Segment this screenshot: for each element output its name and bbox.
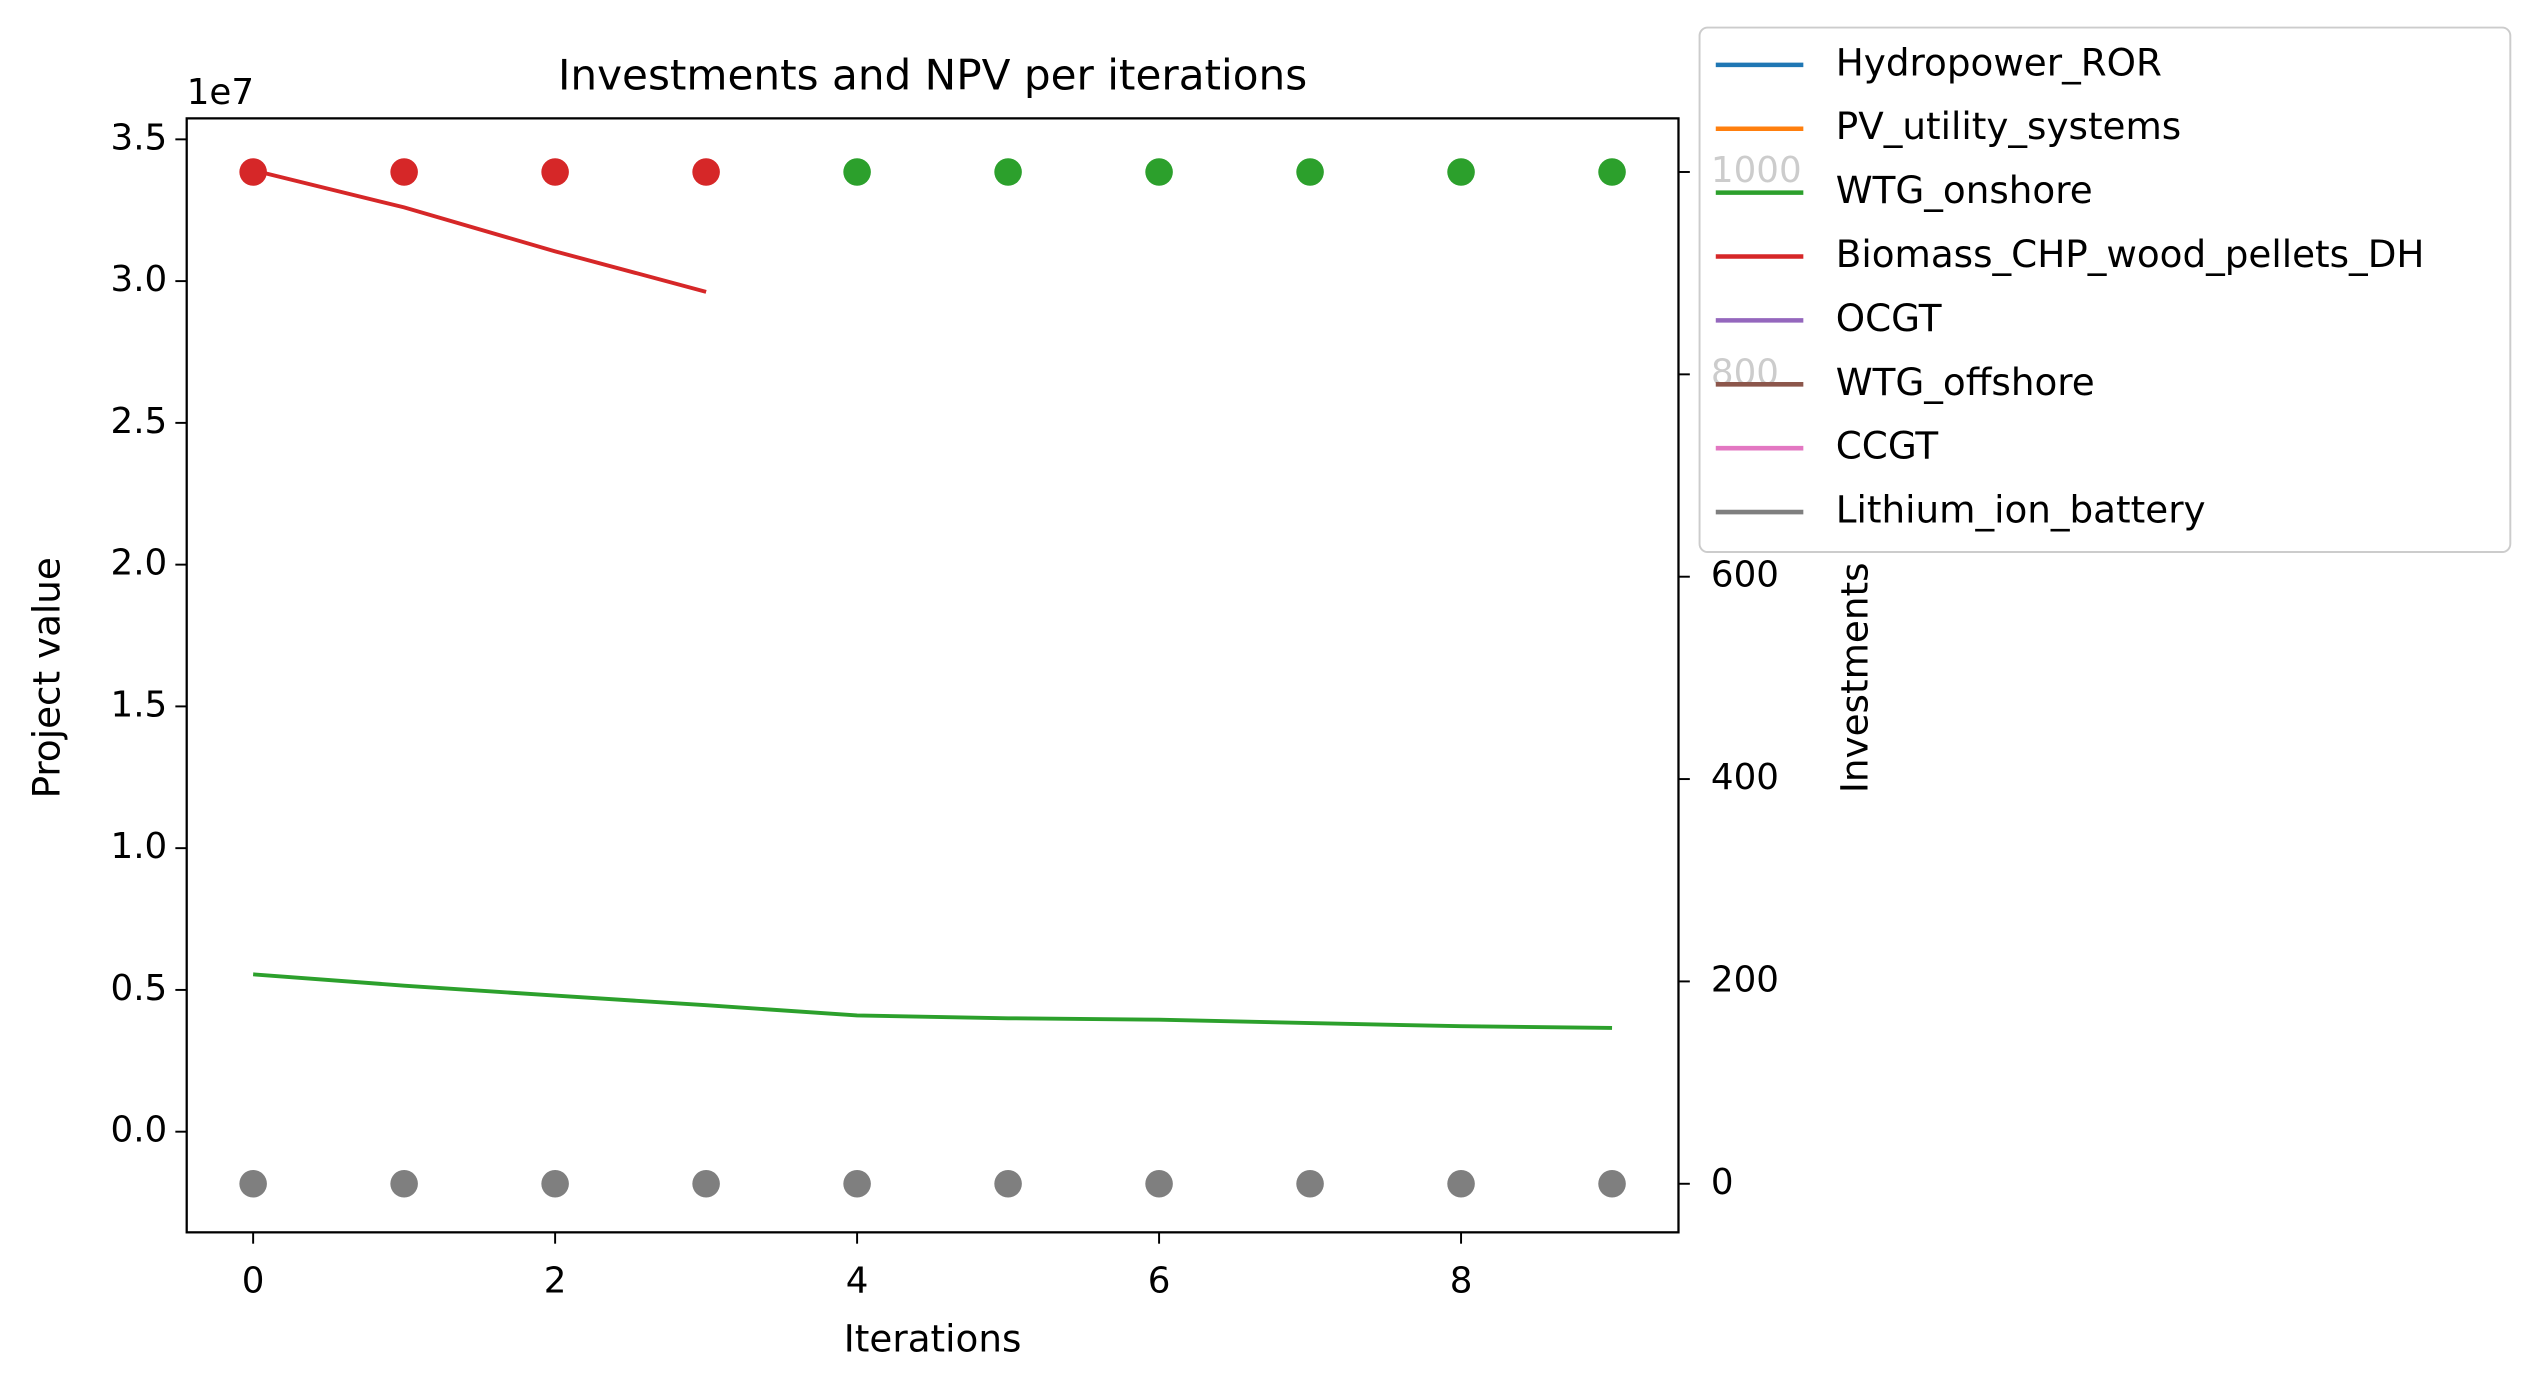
y-tick-label: 1.0 <box>111 826 168 867</box>
legend: Hydropower_ROR PV_utility_systems WTG_onsh… <box>1698 26 2512 553</box>
y-axis-label: Project value <box>24 557 68 798</box>
legend-label: Hydropower_ROR <box>1836 40 2162 84</box>
legend-label: PV_utility_systems <box>1836 104 2181 148</box>
y2-tick-label: 200 <box>1711 959 1779 1000</box>
y-tick-label: 2.0 <box>111 543 168 584</box>
investment-point <box>239 158 267 186</box>
investment-point <box>692 1169 720 1198</box>
investment-point <box>1145 158 1173 186</box>
x-axis-label: Iterations <box>844 1316 1022 1360</box>
legend-label: OCGT <box>1836 296 1942 340</box>
npv-line <box>252 168 707 294</box>
y2-tick-label: 400 <box>1711 757 1779 798</box>
investment-point <box>1145 1169 1173 1198</box>
investment-point <box>541 1169 569 1198</box>
y-tick-label: 2.5 <box>111 401 168 442</box>
y2-axis-label: Investments <box>1832 562 1876 793</box>
investment-point <box>541 158 569 186</box>
investment-point <box>1598 158 1626 186</box>
investment-point <box>390 1169 418 1198</box>
plot-frame <box>185 117 1680 1234</box>
legend-label: WTG_offshore <box>1836 360 2095 404</box>
legend-label: WTG_onshore <box>1836 168 2093 212</box>
investment-point <box>692 158 720 186</box>
y-tick-label: 3.5 <box>111 117 168 158</box>
y-tick-label: 0.0 <box>111 1110 168 1151</box>
investment-point <box>843 1169 871 1198</box>
x-tick-label: 8 <box>1450 1261 1473 1302</box>
y2-tick-label: 600 <box>1711 555 1779 596</box>
y-offset-label: 1e7 <box>187 72 254 113</box>
x-tick-label: 6 <box>1148 1261 1171 1302</box>
y-tick-label: 0.5 <box>111 968 168 1009</box>
investment-point <box>1447 158 1475 186</box>
investment-point <box>1598 1169 1626 1198</box>
y2-tick-label: 0 <box>1711 1162 1734 1203</box>
investment-point <box>1296 158 1324 186</box>
investment-point <box>1296 1169 1324 1198</box>
x-tick-label: 2 <box>544 1261 567 1302</box>
legend-label: Biomass_CHP_wood_pellets_DH <box>1836 232 2425 276</box>
investment-point <box>843 158 871 186</box>
investment-point <box>390 158 418 186</box>
x-tick-label: 4 <box>846 1261 869 1302</box>
legend-label: Lithium_ion_battery <box>1836 488 2206 532</box>
investment-point <box>1447 1169 1475 1198</box>
chart-title: Investments and NPV per iterations <box>558 50 1307 99</box>
legend-label: CCGT <box>1836 424 1939 468</box>
investment-point <box>239 1169 267 1198</box>
y-tick-label: 3.0 <box>111 259 168 300</box>
x-tick-label: 0 <box>242 1261 265 1302</box>
y-tick-label: 1.5 <box>111 684 168 725</box>
investment-point <box>994 158 1022 186</box>
legend-box <box>1698 26 2512 553</box>
investment-point <box>994 1169 1022 1198</box>
npv-line <box>252 972 1613 1030</box>
